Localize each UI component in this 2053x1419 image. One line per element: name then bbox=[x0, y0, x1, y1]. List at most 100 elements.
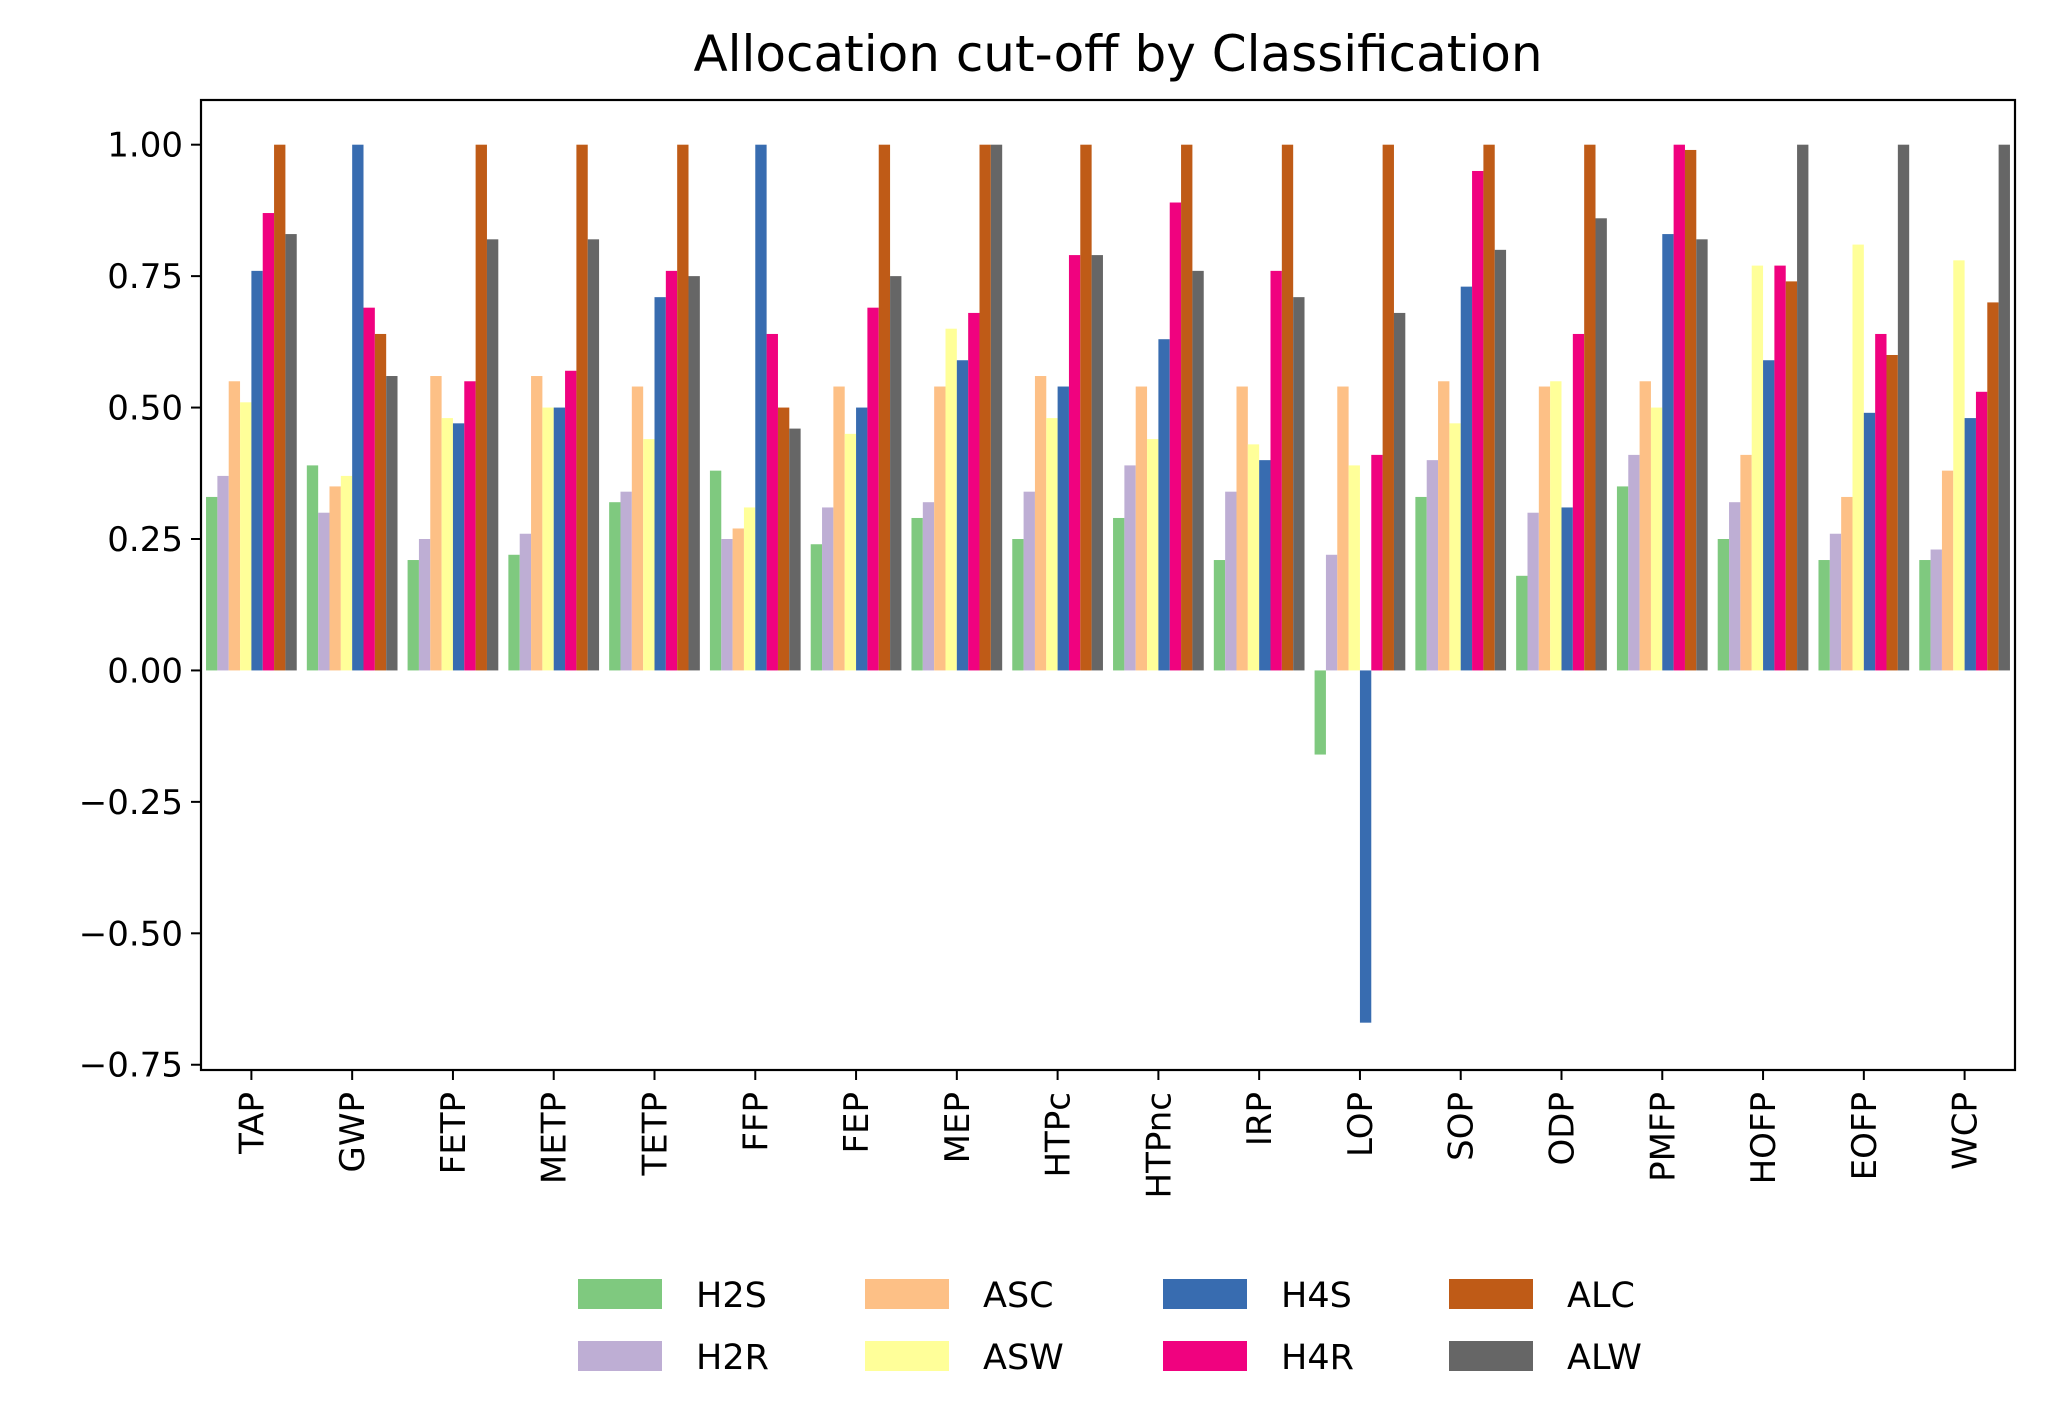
legend-label-H2S: H2S bbox=[696, 1276, 767, 1316]
bar-ASC-PMFP bbox=[1639, 381, 1651, 671]
bar-ALC-HOFP bbox=[1785, 281, 1798, 671]
bar-ALC-HTPc bbox=[1080, 144, 1092, 671]
bar-ALC-WCP bbox=[1987, 302, 1999, 671]
legend-swatch-H4S bbox=[1163, 1279, 1247, 1309]
bar-H4R-HTPc bbox=[1068, 255, 1081, 671]
x-tick-label-PMFP: PMFP bbox=[1643, 1092, 1683, 1182]
bar-H2S-HOFP bbox=[1717, 539, 1730, 671]
bar-H4S-HOFP bbox=[1763, 360, 1775, 671]
bar-ASW-LOP bbox=[1348, 465, 1360, 671]
bar-ALC-HTPnc bbox=[1181, 144, 1193, 671]
bar-H4S-FFP bbox=[755, 144, 767, 671]
bar-H2R-MEP bbox=[922, 502, 935, 671]
bar-ALC-METP bbox=[576, 144, 588, 671]
bar-H4R-GWP bbox=[363, 307, 375, 671]
bar-ALW-FFP bbox=[789, 428, 801, 671]
bar-ALC-FETP bbox=[475, 144, 487, 671]
y-tick-label: −0.75 bbox=[79, 1046, 183, 1086]
bar-ASW-IRP bbox=[1247, 444, 1260, 671]
x-tick-label-METP: METP bbox=[535, 1092, 575, 1184]
bar-ALW-FETP bbox=[486, 239, 499, 671]
bar-H2S-HTPnc bbox=[1113, 517, 1125, 671]
bar-ASC-METP bbox=[531, 376, 543, 671]
bar-ALC-EOFP bbox=[1886, 354, 1898, 671]
bar-ALW-GWP bbox=[386, 376, 398, 671]
bar-H2S-METP bbox=[508, 554, 520, 671]
bar-H2S-TAP bbox=[206, 496, 218, 671]
bar-ALW-TAP bbox=[285, 234, 297, 671]
bar-H2S-SOP bbox=[1415, 496, 1427, 671]
bar-H4R-TETP bbox=[665, 270, 678, 671]
bar-ASW-FETP bbox=[441, 418, 453, 671]
bar-ALW-METP bbox=[587, 239, 600, 671]
bar-ASW-HTPnc bbox=[1147, 439, 1159, 671]
bar-ASC-SOP bbox=[1438, 381, 1450, 671]
bar-ASW-GWP bbox=[340, 475, 353, 671]
bar-ASC-GWP bbox=[329, 486, 341, 671]
bar-H4S-HTPnc bbox=[1158, 339, 1170, 671]
bar-H4R-FEP bbox=[867, 307, 879, 671]
bar-ASC-FEP bbox=[833, 386, 845, 671]
bar-H4R-FFP bbox=[766, 333, 778, 671]
x-tick-label-IRP: IRP bbox=[1240, 1092, 1280, 1146]
bar-ASC-WCP bbox=[1941, 470, 1954, 671]
bar-ALC-SOP bbox=[1483, 144, 1495, 671]
x-tick-label-FEP: FEP bbox=[837, 1092, 877, 1154]
bar-ASW-WCP bbox=[1953, 260, 1965, 671]
y-tick-label: 0.25 bbox=[107, 520, 183, 560]
legend-label-ALC: ALC bbox=[1567, 1276, 1635, 1316]
bar-ALW-PMFP bbox=[1696, 239, 1708, 671]
x-tick-label-HTPnc: HTPnc bbox=[1139, 1092, 1179, 1198]
bar-H4S-TETP bbox=[654, 297, 666, 671]
bar-H4S-FETP bbox=[452, 423, 465, 671]
bar-H4R-WCP bbox=[1975, 391, 1988, 671]
bar-H2R-TAP bbox=[217, 475, 229, 671]
bar-ALC-TAP bbox=[274, 144, 286, 671]
bar-ASW-HTPc bbox=[1046, 418, 1058, 671]
bar-ALC-FEP bbox=[878, 144, 891, 671]
bar-H2S-LOP bbox=[1314, 670, 1326, 755]
bar-ALC-PMFP bbox=[1684, 149, 1697, 671]
bar-ASW-PMFP bbox=[1650, 407, 1663, 671]
bar-ASC-LOP bbox=[1337, 386, 1349, 671]
bar-H2R-IRP bbox=[1225, 491, 1237, 671]
bar-H2S-EOFP bbox=[1818, 560, 1830, 671]
bar-H2S-WCP bbox=[1919, 560, 1931, 671]
x-tick-label-FETP: FETP bbox=[434, 1092, 474, 1174]
bar-ASC-IRP bbox=[1236, 386, 1248, 671]
bar-H2S-FEP bbox=[810, 544, 823, 671]
bar-H4R-LOP bbox=[1371, 454, 1383, 671]
legend-swatch-ALW bbox=[1449, 1341, 1533, 1371]
bar-H4R-METP bbox=[565, 370, 577, 671]
y-tick-label: 0.75 bbox=[107, 257, 183, 297]
x-tick-label-FFP: FFP bbox=[736, 1092, 776, 1152]
x-tick-label-EOFP: EOFP bbox=[1845, 1092, 1885, 1180]
bar-ASC-HTPnc bbox=[1135, 386, 1148, 671]
bar-H4R-ODP bbox=[1572, 333, 1585, 671]
y-tick-label: 1.00 bbox=[107, 126, 183, 166]
bar-ASW-MEP bbox=[945, 328, 957, 671]
x-axis: TAP GWP FETP METP TETP FFP FEP MEP HTPc HTPnc IRP L… bbox=[232, 1070, 1986, 1198]
bar-ALC-ODP bbox=[1584, 144, 1596, 671]
bar-ASC-HTPc bbox=[1034, 376, 1047, 671]
bar-ASW-ODP bbox=[1550, 381, 1562, 671]
legend-swatch-H2S bbox=[578, 1279, 662, 1309]
bar-ALC-MEP bbox=[979, 144, 991, 671]
legend-label-ASW: ASW bbox=[983, 1338, 1064, 1378]
x-tick-label-ODP: ODP bbox=[1543, 1092, 1583, 1165]
x-tick-label-MEP: MEP bbox=[938, 1092, 978, 1163]
bar-ASC-TAP bbox=[228, 381, 241, 671]
legend-swatch-H4R bbox=[1163, 1341, 1247, 1371]
bar-ALW-WCP bbox=[1998, 144, 2010, 671]
bar-ALW-MEP bbox=[990, 144, 1003, 671]
bar-ALW-HTPnc bbox=[1192, 270, 1204, 671]
legend-label-H2R: H2R bbox=[696, 1338, 769, 1378]
bar-H4R-MEP bbox=[968, 312, 980, 671]
chart-title: Allocation cut-off by Classification bbox=[693, 25, 1542, 83]
bar-ALW-LOP bbox=[1393, 312, 1406, 671]
bar-H4S-SOP bbox=[1460, 286, 1473, 671]
y-tick-label: −0.50 bbox=[79, 914, 183, 954]
bar-ASW-SOP bbox=[1449, 423, 1461, 671]
bar-ALC-TETP bbox=[677, 144, 689, 671]
